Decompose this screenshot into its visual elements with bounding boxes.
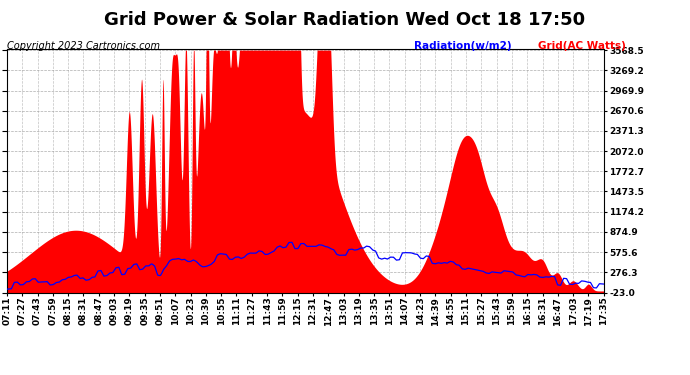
Text: Grid(AC Watts): Grid(AC Watts) [538, 41, 626, 51]
Text: Radiation(w/m2): Radiation(w/m2) [414, 41, 511, 51]
Text: Copyright 2023 Cartronics.com: Copyright 2023 Cartronics.com [7, 41, 160, 51]
Text: Grid Power & Solar Radiation Wed Oct 18 17:50: Grid Power & Solar Radiation Wed Oct 18 … [104, 11, 586, 29]
